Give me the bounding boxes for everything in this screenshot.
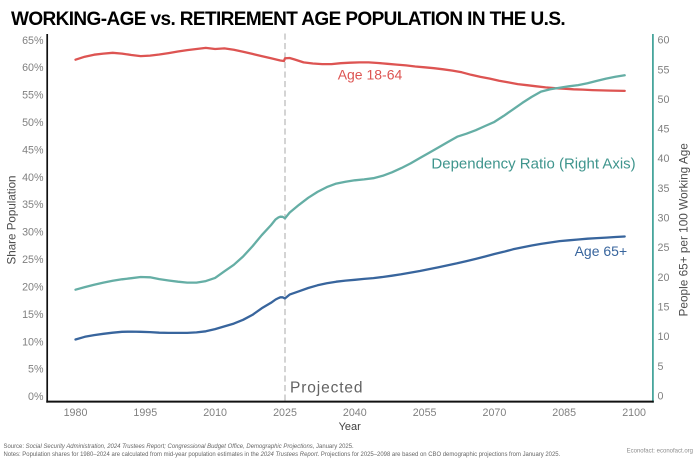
svg-text:Share Population: Share Population: [6, 176, 19, 265]
svg-text:1980: 1980: [64, 407, 88, 419]
svg-text:2100: 2100: [622, 407, 646, 419]
svg-text:40%: 40%: [22, 172, 44, 184]
svg-text:65%: 65%: [22, 35, 44, 47]
svg-text:25%: 25%: [22, 254, 44, 266]
svg-text:25: 25: [658, 242, 670, 254]
svg-text:20: 20: [658, 272, 670, 284]
svg-text:Dependency Ratio (Right Axis): Dependency Ratio (Right Axis): [431, 155, 635, 172]
svg-text:Projected: Projected: [290, 380, 363, 397]
svg-text:30: 30: [658, 213, 670, 225]
svg-text:45: 45: [658, 124, 670, 136]
svg-text:35: 35: [658, 183, 670, 195]
svg-text:20%: 20%: [22, 281, 44, 293]
svg-text:5%: 5%: [28, 364, 44, 376]
svg-text:0%: 0%: [28, 391, 44, 403]
svg-text:Age 18-64: Age 18-64: [338, 66, 403, 82]
svg-text:10%: 10%: [22, 336, 44, 348]
svg-text:50%: 50%: [22, 117, 44, 129]
svg-text:1995: 1995: [133, 407, 157, 419]
svg-text:50: 50: [658, 94, 670, 106]
svg-text:0: 0: [658, 391, 664, 403]
svg-text:2025: 2025: [273, 407, 297, 419]
svg-text:55%: 55%: [22, 90, 44, 102]
svg-text:10: 10: [658, 331, 670, 343]
svg-text:2085: 2085: [552, 407, 576, 419]
svg-text:45%: 45%: [22, 144, 44, 156]
svg-text:15: 15: [658, 302, 670, 314]
svg-text:30%: 30%: [22, 227, 44, 239]
svg-text:60: 60: [658, 35, 670, 47]
svg-text:Econofact: econofact.org: Econofact: econofact.org: [627, 448, 693, 454]
svg-text:Source: Social Security Admini: Source: Social Security Administration, …: [4, 444, 355, 450]
svg-text:15%: 15%: [22, 309, 44, 321]
svg-text:5: 5: [658, 361, 664, 373]
svg-text:2040: 2040: [343, 407, 367, 419]
svg-text:2070: 2070: [483, 407, 507, 419]
svg-text:35%: 35%: [22, 199, 44, 211]
svg-text:2010: 2010: [203, 407, 227, 419]
svg-text:WORKING-AGE vs. RETIREMENT AGE: WORKING-AGE vs. RETIREMENT AGE POPULATIO…: [11, 9, 565, 30]
svg-text:Age 65+: Age 65+: [575, 243, 628, 259]
svg-text:60%: 60%: [22, 62, 44, 74]
svg-text:People 65+ per 100 Working Age: People 65+ per 100 Working Age: [677, 143, 691, 317]
svg-text:Year: Year: [339, 421, 362, 433]
svg-text:40: 40: [658, 153, 670, 165]
svg-text:Notes: Population shares for 1: Notes: Population shares for 1980–2024 a…: [4, 452, 561, 458]
svg-text:55: 55: [658, 64, 670, 76]
svg-text:2055: 2055: [413, 407, 437, 419]
